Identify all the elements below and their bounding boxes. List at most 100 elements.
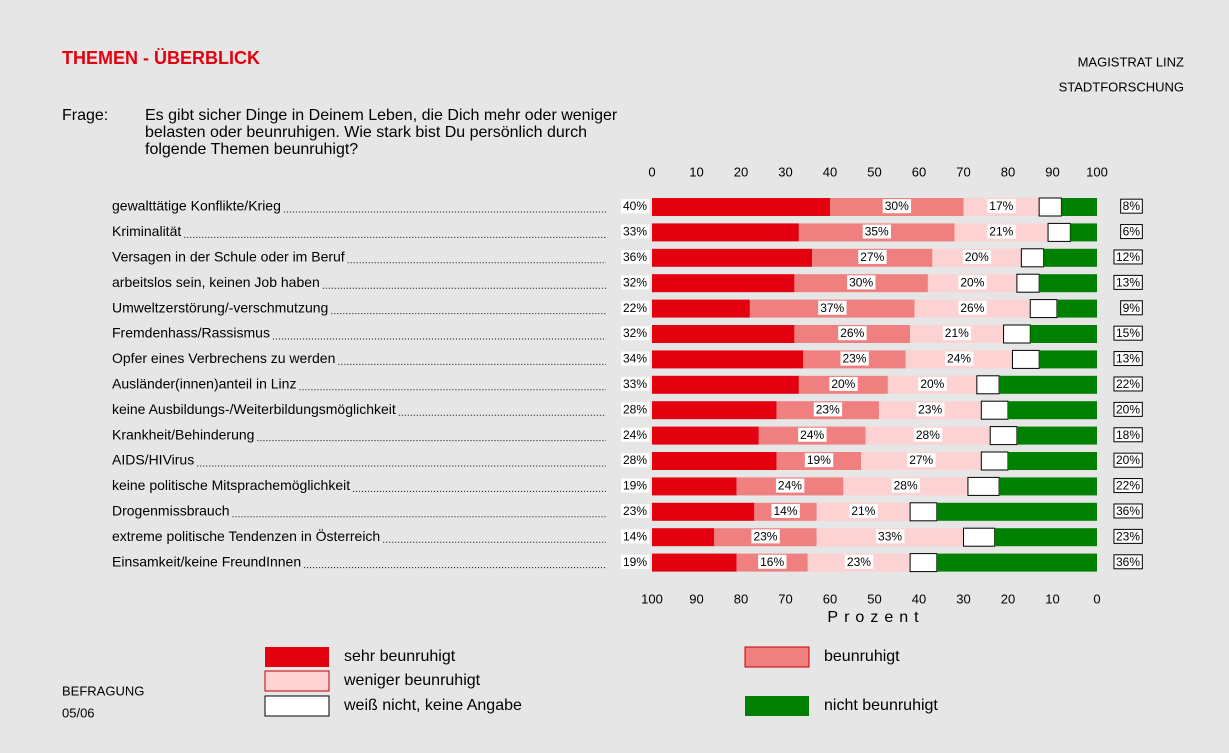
value-label: 21% (989, 225, 1013, 239)
value-label-box (620, 402, 650, 417)
bar-segment (994, 528, 1097, 547)
category-label: arbeitslos sein, keinen Job haben (112, 274, 320, 290)
value-label: 22% (1116, 377, 1140, 391)
x2-tick-label: 60 (823, 591, 837, 606)
value-label: 15% (1116, 326, 1140, 340)
value-label: 20% (1116, 453, 1140, 467)
value-label: 27% (909, 453, 933, 467)
x-tick-label: 50 (867, 164, 881, 179)
value-label-box (620, 224, 650, 239)
value-label-box (620, 529, 650, 544)
value-label: 23% (918, 402, 942, 416)
bar-segment (652, 426, 759, 445)
value-label: 20% (920, 377, 944, 391)
value-label: 35% (865, 225, 889, 239)
value-label-box (1113, 554, 1143, 570)
category-label: keine politische Mitsprachemöglichkeit (112, 477, 350, 493)
x2-tick-label: 90 (689, 591, 703, 606)
x-tick-label: 100 (1086, 164, 1108, 179)
value-label-box (987, 224, 1016, 239)
value-label: 36% (1116, 504, 1140, 518)
category-label: Drogenmissbrauch (112, 503, 230, 519)
x2-tick-label: 50 (867, 591, 881, 606)
legend-swatch (264, 695, 330, 717)
value-label-box (907, 453, 936, 468)
value-label-box (1113, 325, 1143, 341)
category-label: Umweltzerstörung/-verschmutzung (112, 299, 328, 315)
value-label: 20% (831, 377, 855, 391)
legend-swatch (745, 696, 809, 716)
bar-segment (909, 553, 938, 573)
value-label: 24% (800, 428, 824, 442)
bar-segment (999, 375, 1097, 394)
legend-label: weiß nicht, keine Angabe (343, 697, 522, 714)
value-label-box (958, 275, 987, 290)
value-label: 24% (623, 428, 647, 442)
legend-label: beunruhigt (824, 648, 900, 665)
bar-segment (652, 528, 715, 547)
value-label: 30% (885, 199, 909, 213)
value-label: 32% (623, 275, 647, 289)
category-label: Einsamkeit/keine FreundInnen (112, 553, 301, 569)
value-label: 37% (820, 301, 844, 315)
value-label-box (1113, 401, 1143, 417)
value-label: 23% (1116, 529, 1140, 543)
value-label: 27% (860, 250, 884, 264)
x-tick-label: 90 (1045, 164, 1059, 179)
value-label-box (916, 402, 945, 417)
value-label-box (818, 300, 847, 315)
bar-segment (652, 198, 830, 216)
header: MAGISTRAT LINZ (1078, 54, 1184, 69)
value-label: 20% (1116, 402, 1140, 416)
x2-tick-label: 100 (641, 591, 663, 606)
value-label-box (891, 478, 920, 493)
value-label: 28% (623, 402, 647, 416)
x2-tick-label: 10 (1045, 591, 1059, 606)
bar-segment (1030, 325, 1097, 343)
bar-segment (1039, 274, 1097, 293)
bar-segment (1070, 223, 1097, 242)
legend-swatch (264, 670, 330, 692)
value-label: 34% (623, 352, 647, 366)
bar-segment (1043, 248, 1097, 267)
value-label-box (620, 554, 650, 569)
bar-segment (1011, 349, 1040, 369)
bar-segment (652, 375, 799, 394)
bar-segment (652, 325, 795, 343)
bar-segment (1056, 299, 1097, 318)
value-label: 23% (753, 529, 777, 543)
question: folgende Themen beunruhigt? (145, 141, 358, 158)
category-label: Fremdenhass/Rassismus (112, 325, 270, 341)
value-label: 17% (989, 199, 1013, 213)
category-label: Kriminalität (112, 223, 181, 239)
x-tick-label: 60 (912, 164, 926, 179)
bar-segment (1039, 350, 1097, 369)
category-label: gewalttätige Konflikte/Krieg (112, 198, 281, 214)
bar-segment (1061, 198, 1097, 216)
bar-segment (652, 299, 750, 318)
value-label-box (962, 249, 992, 264)
value-label-box (849, 503, 878, 518)
value-label: 14% (773, 504, 797, 518)
value-label: 36% (1116, 555, 1140, 569)
bar-segment (1020, 248, 1045, 268)
value-label-box (1113, 478, 1143, 494)
value-label: 40% (623, 199, 647, 213)
bar-segment (1038, 197, 1062, 217)
value-label-box (620, 249, 650, 264)
value-label: 28% (916, 428, 940, 442)
value-label-box (620, 427, 650, 442)
x2-tick-label: 20 (1001, 591, 1015, 606)
value-label-box (1113, 427, 1143, 443)
value-label: 21% (945, 326, 969, 340)
bar-segment (1003, 324, 1031, 344)
value-label-box (918, 376, 947, 391)
bar-segment (980, 400, 1009, 420)
value-label: 23% (623, 504, 647, 518)
value-label-box (945, 351, 974, 366)
legend-swatch (265, 647, 329, 667)
value-label: 23% (842, 352, 866, 366)
bar-segment (652, 401, 777, 420)
value-label-box (758, 554, 787, 569)
value-label-box (1113, 528, 1143, 544)
